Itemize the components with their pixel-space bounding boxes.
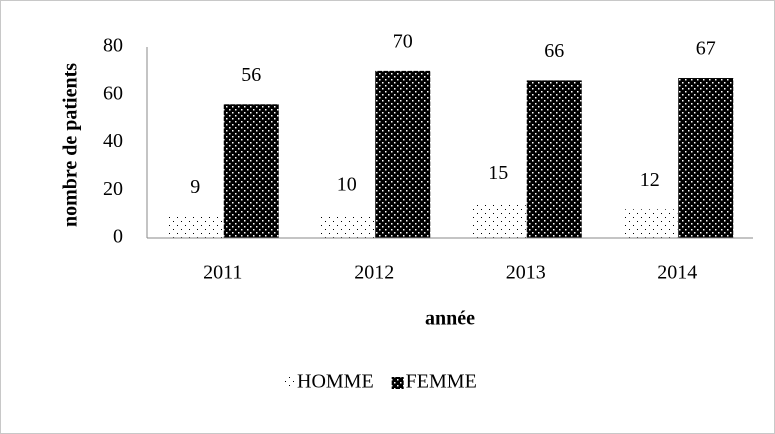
data-label: 56 xyxy=(241,64,261,86)
bar xyxy=(622,209,678,238)
x-axis-label: année xyxy=(425,308,475,330)
data-label: 67 xyxy=(696,38,716,60)
bar xyxy=(375,70,431,238)
legend-swatch xyxy=(391,377,404,389)
data-label: 66 xyxy=(544,40,564,62)
x-tick-label: 2014 xyxy=(657,262,697,284)
legend-label: HOMME xyxy=(297,371,374,393)
data-label: 9 xyxy=(190,176,200,198)
bar xyxy=(470,202,526,238)
x-tick-label: 2012 xyxy=(354,262,394,284)
y-tick-label: 0 xyxy=(113,226,123,248)
y-axis-label: nombre de patients xyxy=(60,63,82,227)
y-tick-label: 80 xyxy=(103,35,123,57)
bar xyxy=(223,104,279,238)
data-label: 12 xyxy=(640,169,660,191)
y-tick-label: 60 xyxy=(103,82,123,104)
legend-swatch xyxy=(283,377,295,389)
bar xyxy=(678,78,734,238)
bar xyxy=(167,216,223,238)
data-label: 70 xyxy=(393,30,413,52)
bar xyxy=(319,214,375,238)
data-label: 10 xyxy=(337,174,357,196)
y-tick-label: 40 xyxy=(103,130,123,152)
x-tick-label: 2013 xyxy=(506,262,546,284)
x-tick-label: 2011 xyxy=(203,262,242,284)
bar xyxy=(526,80,582,238)
legend-label: FEMME xyxy=(406,371,477,393)
data-label: 15 xyxy=(488,162,508,184)
y-tick-label: 20 xyxy=(103,178,123,200)
